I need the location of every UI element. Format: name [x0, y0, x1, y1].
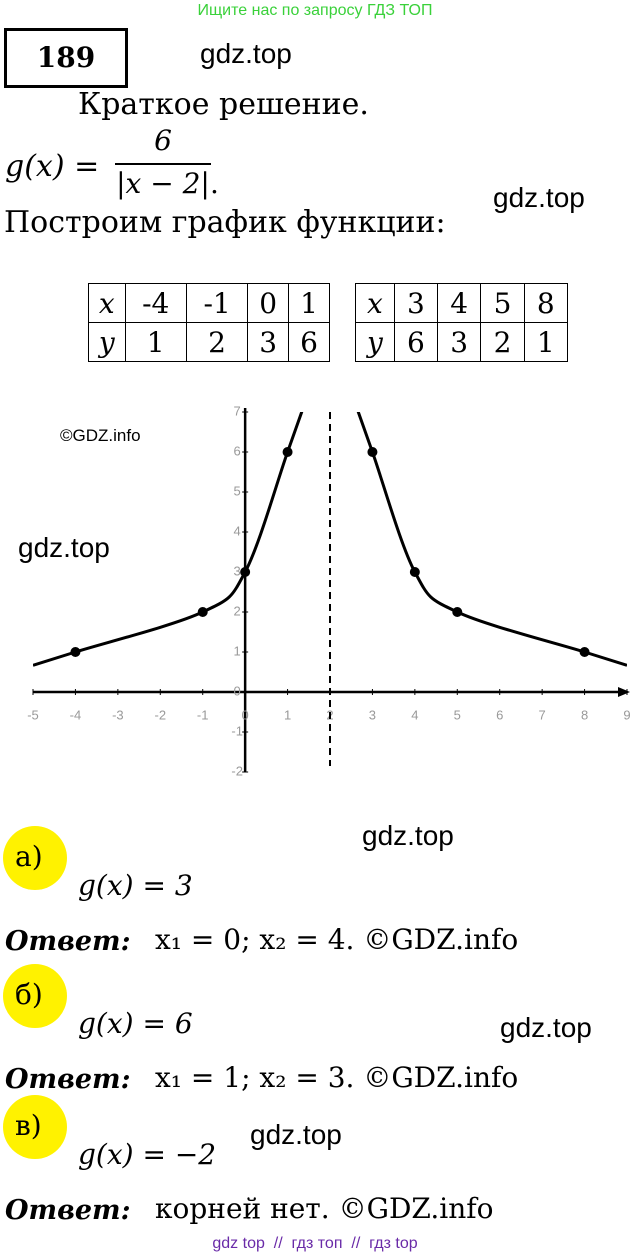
- point: [282, 447, 293, 457]
- y-tick-label: 2: [234, 603, 241, 618]
- table-cell: x: [355, 283, 395, 323]
- table-cell: -4: [124, 283, 187, 323]
- table-cell: 3: [437, 322, 482, 362]
- answer: корней нет. ©GDZ.info: [155, 1192, 494, 1225]
- task-number: 189: [4, 28, 128, 88]
- answer-label: Ответ:: [5, 926, 131, 957]
- y-tick-label: 0: [234, 683, 241, 698]
- point: [579, 647, 590, 657]
- table-cell: 2: [480, 322, 525, 362]
- table-cell: 6: [288, 322, 330, 362]
- point: [409, 567, 420, 577]
- y-tick-label: -2: [231, 763, 243, 778]
- part-label: а): [3, 826, 67, 890]
- watermark: gdz.top: [362, 820, 454, 851]
- part-label: в): [3, 1095, 67, 1159]
- watermark: gdz.top: [500, 1012, 592, 1043]
- part-label: б): [3, 964, 67, 1028]
- fraction-line: [115, 163, 211, 165]
- equation: g(x) = −2: [78, 1138, 217, 1171]
- x-tick-label: 3: [369, 707, 376, 722]
- table-cell: y: [88, 322, 126, 362]
- formula-numerator: 6: [154, 124, 172, 157]
- y-tick-label: 6: [234, 443, 241, 458]
- x-tick-label: 5: [454, 707, 461, 722]
- x-tick-label: 8: [581, 707, 588, 722]
- footer: gdz top // гдз топ // гдз top: [212, 1235, 418, 1252]
- watermark: gdz.top: [18, 532, 110, 563]
- point: [452, 607, 463, 617]
- table-cell: 5: [480, 283, 525, 323]
- watermark: ©GDZ.info: [60, 426, 141, 445]
- table-cell: 8: [523, 283, 569, 323]
- answer: x₁ = 0; x₂ = 4. ©GDZ.info: [155, 923, 519, 956]
- y-tick-label: 3: [234, 563, 241, 578]
- value-table: x -4 -1 0 1 y 1 2 3 6: [88, 283, 330, 362]
- instruction: Построим график функции:: [4, 205, 446, 240]
- x-tick-label: 1: [284, 707, 291, 722]
- x-tick-label: -4: [70, 707, 82, 722]
- x-axis-arrow: [618, 687, 630, 697]
- x-tick-label: -1: [197, 707, 209, 722]
- y-tick-label: 1: [234, 643, 241, 658]
- curve: [356, 412, 627, 667]
- formula-denominator: |x − 2|: [116, 167, 210, 200]
- formula-end: .: [210, 167, 219, 200]
- table-cell: 3: [247, 322, 290, 362]
- point: [197, 607, 208, 617]
- intro: Краткое решение.: [78, 87, 369, 122]
- x-tick-label: -3: [112, 707, 124, 722]
- y-tick-label: -1: [231, 723, 243, 738]
- watermark: gdz.top: [250, 1119, 342, 1150]
- x-tick-label: -5: [27, 707, 39, 722]
- answer: x₁ = 1; x₂ = 3. ©GDZ.info: [155, 1061, 519, 1094]
- x-tick-label: 0: [242, 707, 249, 722]
- y-tick-label: 4: [234, 523, 241, 538]
- table-cell: 2: [185, 322, 249, 362]
- x-tick-label: 6: [496, 707, 503, 722]
- point: [240, 567, 251, 577]
- y-tick-label: 7: [234, 403, 241, 418]
- table-cell: 6: [393, 322, 439, 362]
- table-cell: 3: [393, 283, 439, 323]
- x-tick-label: 9: [623, 707, 630, 722]
- table-cell: 1: [288, 283, 330, 323]
- formula-lhs: g(x) =: [5, 149, 100, 184]
- equation: g(x) = 3: [78, 869, 193, 902]
- table-cell: 1: [124, 322, 187, 362]
- point: [367, 447, 378, 457]
- banner: Ищите нас по запросу ГДЗ ТОП: [197, 2, 433, 19]
- watermark: gdz.top: [493, 182, 585, 213]
- x-tick-label: -2: [155, 707, 167, 722]
- table-row: x -4 -1 0 1: [88, 283, 330, 323]
- table-cell: 4: [437, 283, 482, 323]
- table-cell: 0: [247, 283, 290, 323]
- x-tick-label: 7: [539, 707, 546, 722]
- table-cell: x: [88, 283, 126, 323]
- point: [70, 647, 81, 657]
- answer-label: Ответ:: [5, 1064, 131, 1095]
- y-tick-label: 5: [234, 483, 241, 498]
- equation: g(x) = 6: [78, 1007, 193, 1040]
- table-cell: y: [355, 322, 395, 362]
- x-tick-label: 4: [411, 707, 418, 722]
- watermark: gdz.top: [200, 38, 292, 69]
- table-cell: -1: [185, 283, 249, 323]
- answer-label: Ответ:: [5, 1195, 131, 1226]
- table-cell: 1: [523, 322, 569, 362]
